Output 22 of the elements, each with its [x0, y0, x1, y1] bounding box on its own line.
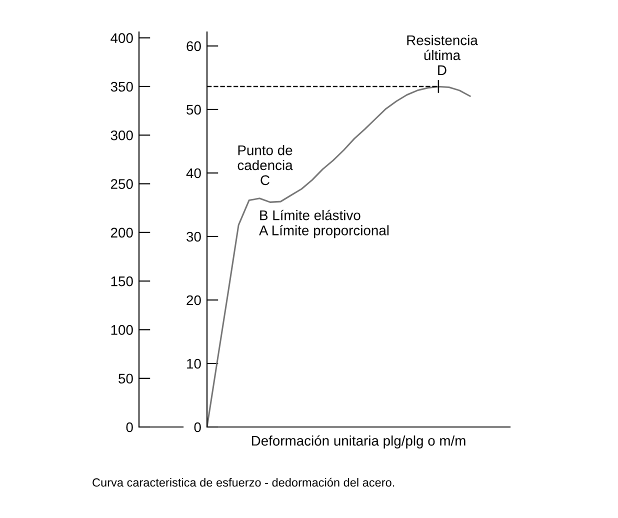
- text: Curva caracteristica de esfuerzo - dedormación del acero.: [92, 478, 394, 487]
- y2-tick-label: 10: [187, 358, 201, 369]
- y-tick-label: 250: [110, 179, 133, 189]
- y-tick-label: 300: [110, 130, 133, 140]
- y2-tick-label: 0: [194, 422, 201, 432]
- annotation: B Límite elástivo A Límite proporcional: [259, 210, 389, 238]
- y2-tick-label: 60: [186, 41, 201, 52]
- y2-tick-label: 40: [186, 168, 201, 178]
- y2-tick-label: 20: [186, 295, 201, 306]
- y-tick-label: 150: [111, 276, 133, 286]
- y2-tick-label: 30: [186, 232, 201, 242]
- annotation: Punto de cadencia C: [238, 145, 293, 186]
- y-tick-label: 50: [118, 374, 133, 384]
- y2-tick-label: 50: [186, 104, 201, 115]
- x-axis-title: Deformación unitaria plg/plg o m/m: [252, 435, 466, 448]
- y-tick-label: 0: [126, 422, 133, 432]
- y-tick-label: 400: [110, 33, 133, 44]
- annotation: Resistencia última D: [407, 35, 478, 75]
- y-tick-label: 350: [110, 82, 133, 92]
- line-series: [207, 86, 471, 427]
- y-tick-label: 200: [110, 228, 133, 238]
- y-tick-label: 100: [111, 325, 133, 335]
